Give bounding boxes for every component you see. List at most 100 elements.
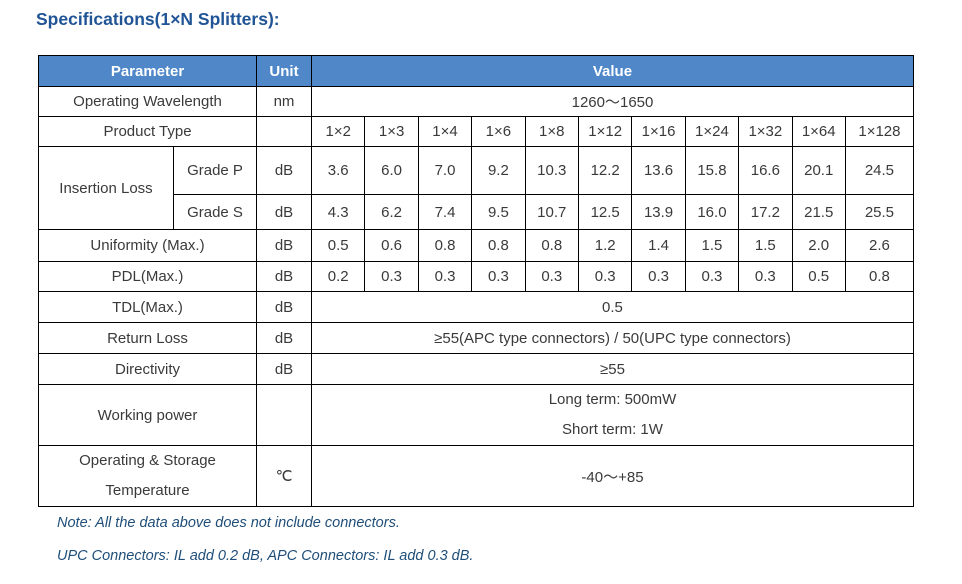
value-cell: ≥55 xyxy=(311,353,914,385)
value-cell: 0.2 xyxy=(311,261,366,292)
param-sublabel: Grade P xyxy=(172,146,258,195)
param-label: Return Loss xyxy=(37,322,258,354)
working-power-short-term: Short term: 1W xyxy=(562,421,663,438)
value-cell: 1.5 xyxy=(684,229,740,262)
value-cell: 16.6 xyxy=(738,146,793,195)
header-parameter: Parameter xyxy=(37,55,258,87)
value-cell: 10.7 xyxy=(524,194,579,230)
unit-cell: dB xyxy=(256,322,313,354)
product-type-cell: 1×128 xyxy=(844,116,914,147)
product-type-cell: 1×12 xyxy=(577,116,633,147)
value-cell: 0.6 xyxy=(364,229,419,262)
unit-cell: dB xyxy=(256,261,313,292)
value-cell: 3.6 xyxy=(311,146,366,195)
value-cell: 25.5 xyxy=(844,194,914,230)
param-label: Working power xyxy=(37,384,258,446)
temperature-label-line2: Temperature xyxy=(105,482,190,499)
param-label: Directivity xyxy=(37,353,258,385)
row-insertion-loss-grade-p: Insertion Loss Grade P dB 3.6 6.0 7.0 9.… xyxy=(38,146,914,230)
value-cell: 0.3 xyxy=(738,261,793,292)
value-cell: 0.3 xyxy=(417,261,473,292)
page-title: Specifications(1×N Splitters): xyxy=(36,9,280,29)
value-cell: -40～+85 xyxy=(311,445,914,507)
unit-cell-empty xyxy=(256,116,313,147)
value-cell: 9.5 xyxy=(471,194,526,230)
value-cell: 12.2 xyxy=(577,146,633,195)
unit-cell: nm xyxy=(256,86,313,117)
value-cell: 0.5 xyxy=(311,291,914,323)
param-label: PDL(Max.) xyxy=(37,261,258,292)
header-row: Parameter Unit Value xyxy=(37,55,914,87)
value-cell: 0.3 xyxy=(631,261,686,292)
temperature-label-line1: Operating & Storage xyxy=(79,452,216,469)
value-cell: 0.8 xyxy=(417,229,473,262)
unit-cell: ℃ xyxy=(256,445,313,507)
param-label: Product Type xyxy=(37,116,258,147)
product-type-cell: 1×16 xyxy=(631,116,686,147)
value-cell: ≥55(APC type connectors) / 50(UPC type c… xyxy=(311,322,914,354)
value-cell: 9.2 xyxy=(471,146,526,195)
value-cell: 1.5 xyxy=(738,229,793,262)
row-uniformity: Uniformity (Max.) dB 0.5 0.6 0.8 0.8 0.8… xyxy=(37,229,914,262)
note-connectors: Note: All the data above does not includ… xyxy=(57,515,400,531)
row-return-loss: Return Loss dB ≥55(APC type connectors) … xyxy=(37,322,914,354)
value-cell: 6.0 xyxy=(364,146,419,195)
row-temperature: Operating & Storage Temperature ℃ -40～+8… xyxy=(37,445,914,507)
unit-cell: dB xyxy=(256,146,313,195)
value-cell: Long term: 500mW Short term: 1W xyxy=(311,384,914,446)
row-directivity: Directivity dB ≥55 xyxy=(37,353,914,385)
param-label: Operating & Storage Temperature xyxy=(37,445,258,507)
value-cell: 0.3 xyxy=(577,261,633,292)
working-power-long-term: Long term: 500mW xyxy=(548,391,677,408)
product-type-cell: 1×3 xyxy=(364,116,419,147)
value-cell: 7.4 xyxy=(417,194,473,230)
row-tdl: TDL(Max.) dB 0.5 xyxy=(37,291,914,323)
param-label: Uniformity (Max.) xyxy=(37,229,258,262)
param-label-insertion-loss: Insertion Loss xyxy=(38,146,174,230)
value-cell: 24.5 xyxy=(844,146,914,195)
value-cell: 0.5 xyxy=(791,261,846,292)
note-il-add: UPC Connectors: IL add 0.2 dB, APC Conne… xyxy=(57,548,474,564)
unit-cell: dB xyxy=(256,353,313,385)
unit-cell: dB xyxy=(256,194,313,230)
row-product-type: Product Type 1×2 1×3 1×4 1×6 1×8 1×12 1×… xyxy=(37,116,914,147)
value-cell: 2.6 xyxy=(844,229,914,262)
product-type-cell: 1×32 xyxy=(738,116,793,147)
value-cell: 15.8 xyxy=(684,146,740,195)
unit-cell-empty xyxy=(256,384,313,446)
value-cell: 0.3 xyxy=(524,261,579,292)
unit-cell: dB xyxy=(256,229,313,262)
value-cell: 6.2 xyxy=(364,194,419,230)
value-cell: 21.5 xyxy=(791,194,846,230)
value-cell: 1260～1650 xyxy=(311,86,914,117)
value-cell: 0.3 xyxy=(684,261,740,292)
header-unit: Unit xyxy=(256,55,313,87)
value-cell: 17.2 xyxy=(738,194,793,230)
row-working-power: Working power Long term: 500mW Short ter… xyxy=(37,384,914,446)
param-label: TDL(Max.) xyxy=(37,291,258,323)
value-cell: 0.3 xyxy=(471,261,526,292)
value-cell: 13.6 xyxy=(631,146,686,195)
product-type-cell: 1×64 xyxy=(791,116,846,147)
product-type-cell: 1×8 xyxy=(524,116,579,147)
header-value: Value xyxy=(311,55,914,87)
param-label: Operating Wavelength xyxy=(37,86,258,117)
unit-cell: dB xyxy=(256,291,313,323)
row-operating-wavelength: Operating Wavelength nm 1260～1650 xyxy=(37,86,914,117)
value-cell: 1.2 xyxy=(577,229,633,262)
value-cell: 0.3 xyxy=(364,261,419,292)
value-cell: 0.8 xyxy=(471,229,526,262)
value-cell: 13.9 xyxy=(631,194,686,230)
product-type-cell: 1×2 xyxy=(311,116,366,147)
value-cell: 16.0 xyxy=(684,194,740,230)
product-type-cell: 1×6 xyxy=(471,116,526,147)
product-type-cell: 1×4 xyxy=(417,116,473,147)
row-pdl: PDL(Max.) dB 0.2 0.3 0.3 0.3 0.3 0.3 0.3… xyxy=(37,261,914,292)
spec-table: Parameter Unit Value Operating Wavelengt… xyxy=(37,55,914,507)
row-insertion-loss-grade-s: Grade S dB 4.3 6.2 7.4 9.5 10.7 12.5 13.… xyxy=(39,194,914,230)
value-cell: 10.3 xyxy=(524,146,579,195)
value-cell: 0.8 xyxy=(524,229,579,262)
value-cell: 1.4 xyxy=(631,229,686,262)
param-sublabel: Grade S xyxy=(172,194,258,230)
